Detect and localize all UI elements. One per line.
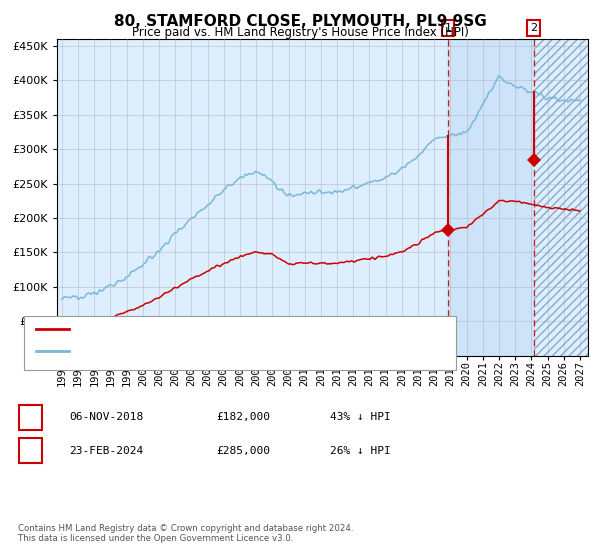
Text: 1: 1 xyxy=(445,23,451,33)
Text: Contains HM Land Registry data © Crown copyright and database right 2024.
This d: Contains HM Land Registry data © Crown c… xyxy=(18,524,353,543)
Text: 23-FEB-2024: 23-FEB-2024 xyxy=(69,446,143,456)
Text: 2: 2 xyxy=(27,446,34,456)
Text: Price paid vs. HM Land Registry's House Price Index (HPI): Price paid vs. HM Land Registry's House … xyxy=(131,26,469,39)
Text: HPI: Average price, detached house, City of Plymouth: HPI: Average price, detached house, City… xyxy=(75,346,355,356)
Text: 80, STAMFORD CLOSE, PLYMOUTH, PL9 9SG: 80, STAMFORD CLOSE, PLYMOUTH, PL9 9SG xyxy=(113,14,487,29)
Text: £285,000: £285,000 xyxy=(216,446,270,456)
Text: 2: 2 xyxy=(530,23,538,33)
Text: £182,000: £182,000 xyxy=(216,412,270,422)
Text: 26% ↓ HPI: 26% ↓ HPI xyxy=(330,446,391,456)
Text: 1: 1 xyxy=(27,412,34,422)
Text: 43% ↓ HPI: 43% ↓ HPI xyxy=(330,412,391,422)
Text: 80, STAMFORD CLOSE, PLYMOUTH, PL9 9SG (detached house): 80, STAMFORD CLOSE, PLYMOUTH, PL9 9SG (d… xyxy=(75,324,397,334)
Text: 06-NOV-2018: 06-NOV-2018 xyxy=(69,412,143,422)
Bar xyxy=(448,39,534,356)
Bar xyxy=(534,5,600,356)
